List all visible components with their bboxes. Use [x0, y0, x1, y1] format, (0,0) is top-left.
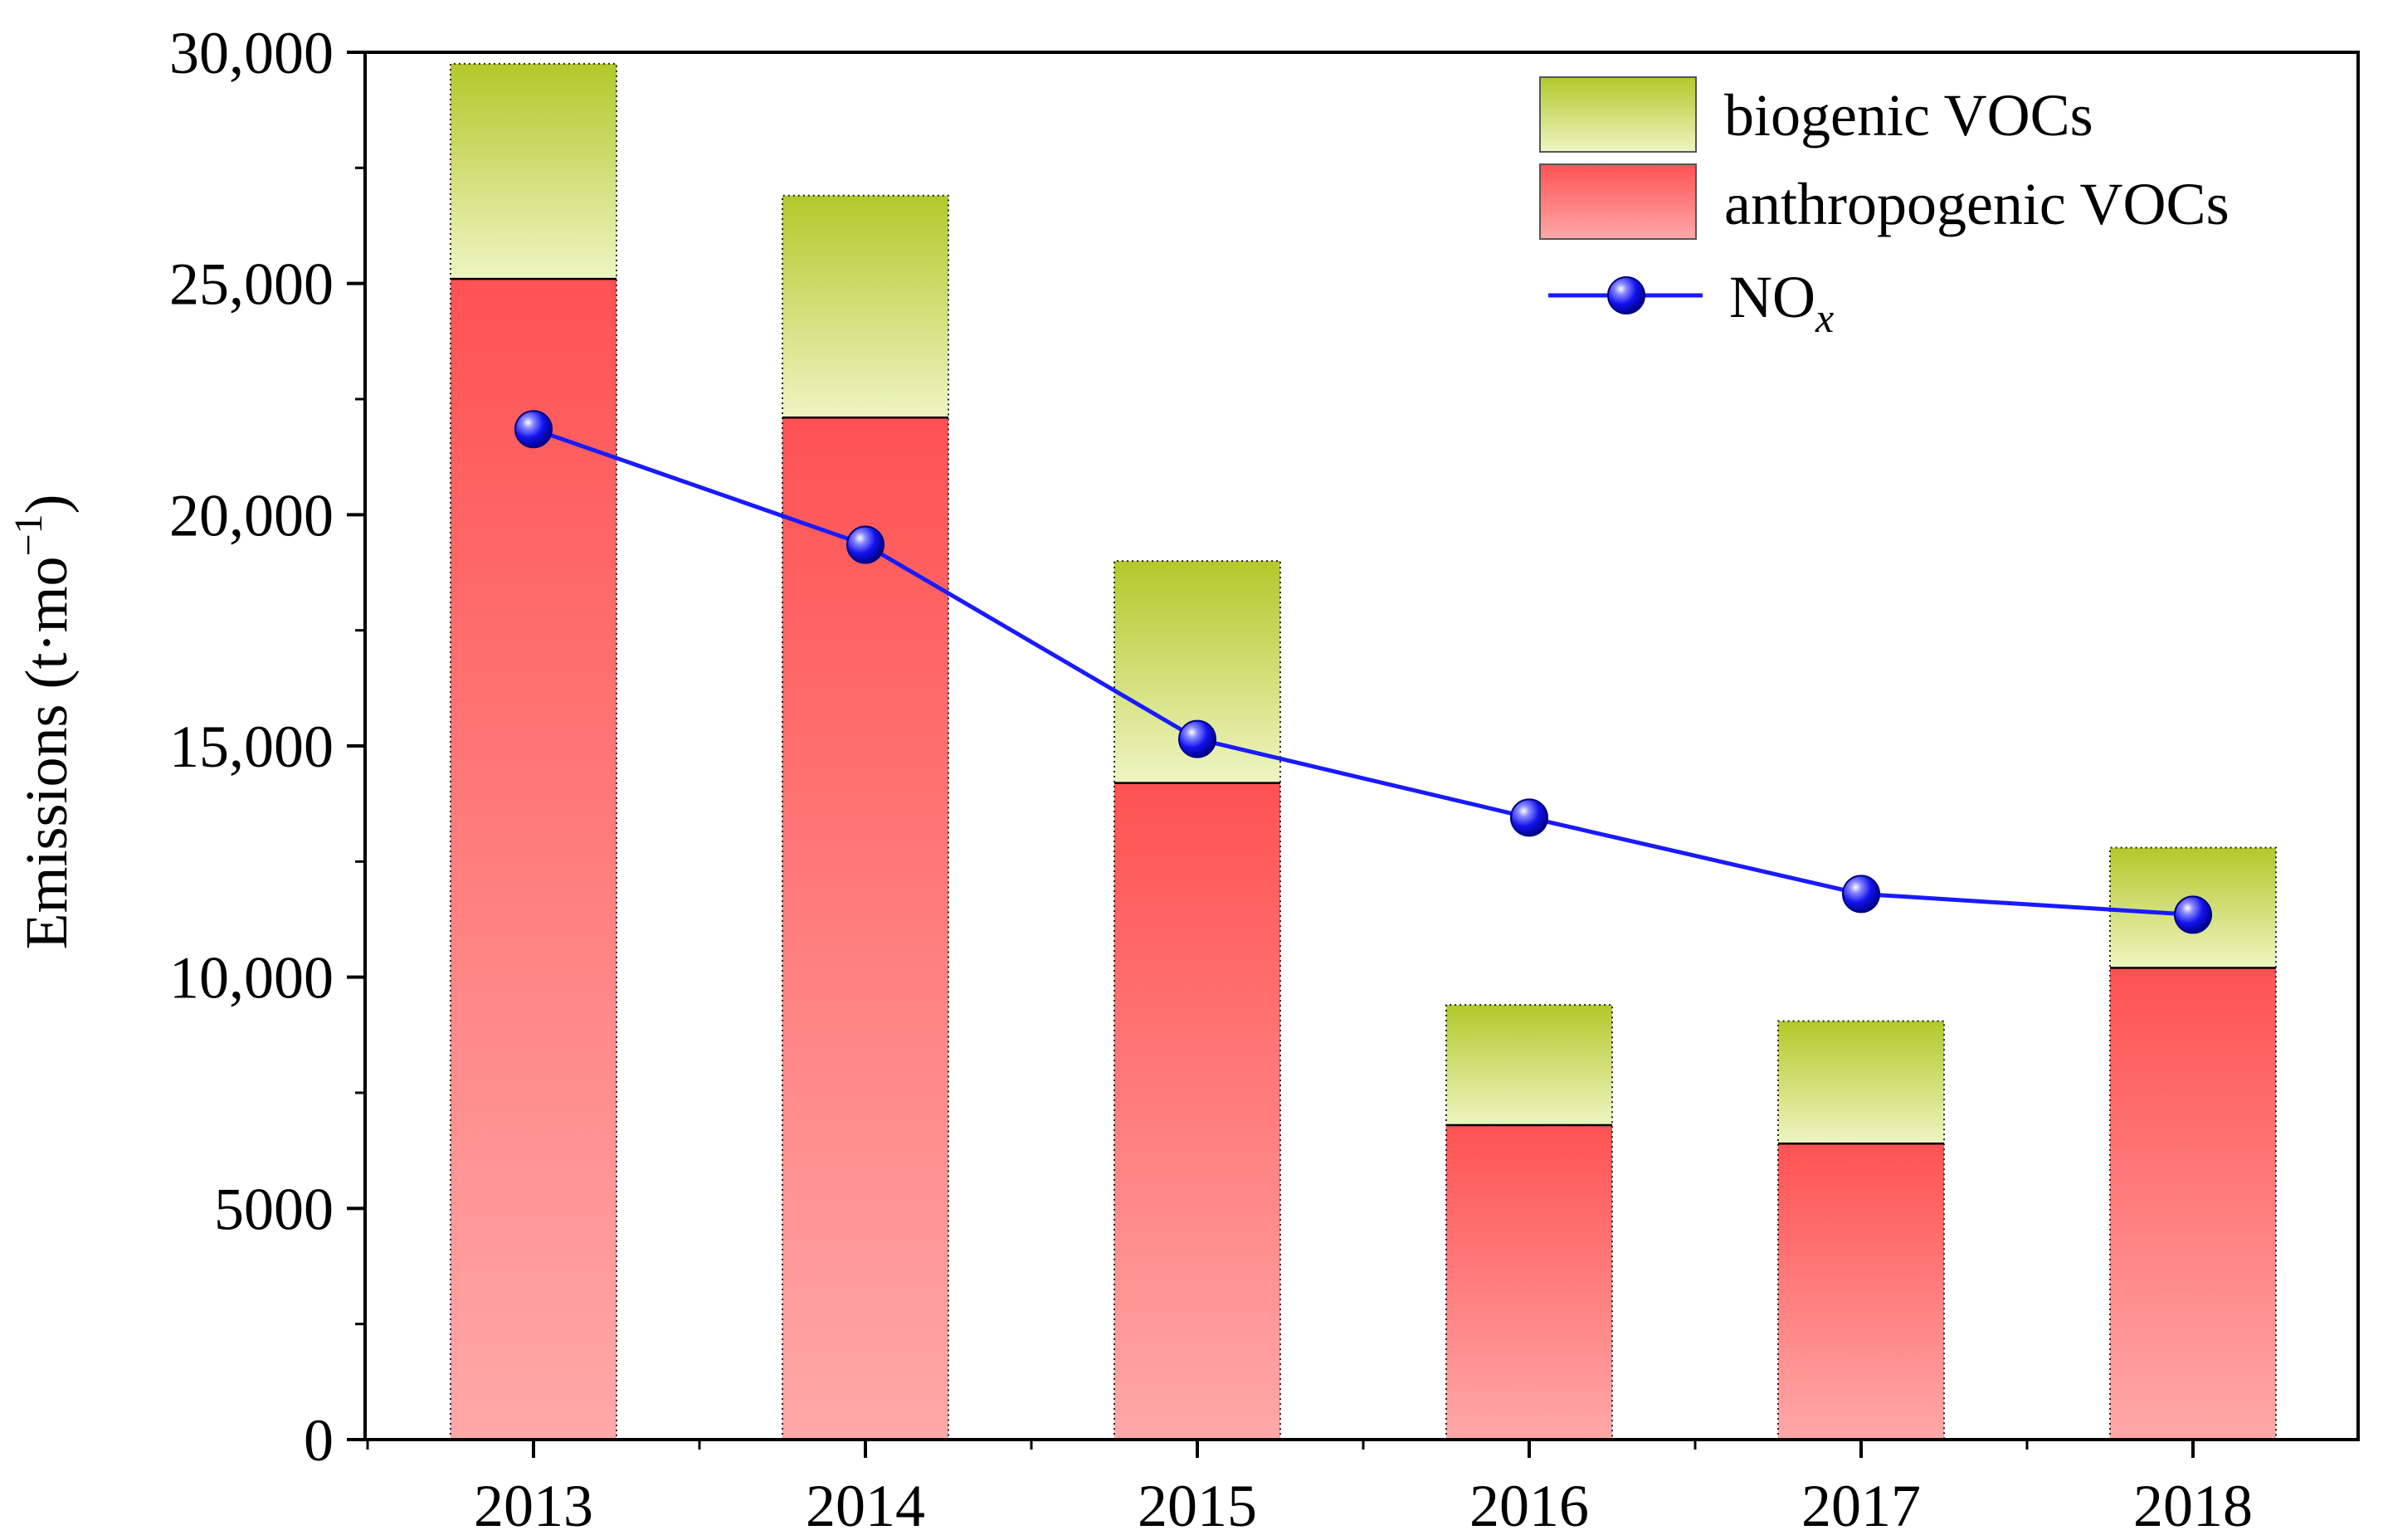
legend-label-biogenic: biogenic VOCs: [1724, 82, 2093, 149]
bar-anthropogenic-2014: [782, 417, 948, 1440]
y-tick-label-15000: 15,000: [169, 714, 334, 780]
bar-anthropogenic-2015: [1114, 782, 1280, 1440]
x-tick-label-2013: 2013: [474, 1473, 593, 1536]
bar-anthropogenic-2017: [1778, 1143, 1944, 1440]
bar-outline-2013: [450, 62, 617, 1440]
bar-anthropogenic-2016: [1446, 1125, 1612, 1440]
bars-layer: [450, 62, 2277, 1440]
bar-outline-2015: [1114, 560, 1281, 1440]
legend-swatch-anthropogenic: [1539, 163, 1697, 240]
nox-line-layer: [514, 410, 2212, 934]
y-tick-label-30000: 30,000: [169, 20, 334, 86]
nox-point-2016: [1510, 798, 1548, 837]
y-tick-label-5000: 5000: [214, 1176, 334, 1242]
bar-biogenic-2014: [782, 195, 948, 418]
y-tick-label-10000: 10,000: [169, 945, 334, 1011]
y-tick-label-25000: 25,000: [169, 251, 334, 318]
x-tick-label-2014: 2014: [806, 1473, 925, 1536]
bar-anthropogenic-2018: [2110, 967, 2276, 1440]
x-tick-label-2017: 2017: [1801, 1473, 1921, 1536]
legend-label-nox: NOx: [1729, 264, 1834, 341]
bar-anthropogenic-2013: [451, 279, 616, 1440]
bar-biogenic-2017: [1778, 1021, 1944, 1144]
legend: biogenic VOCs anthropogenic VOCs NOx: [1539, 76, 2229, 341]
nox-point-2015: [1178, 719, 1216, 758]
axes-layer: 0 5000 10,000 15,000 20,000 25,000 30,000 2013 2…: [169, 20, 2360, 1539]
legend-label-anthropogenic: anthropogenic VOCs: [1724, 171, 2229, 237]
nox-point-2017: [1842, 875, 1880, 914]
x-tick-label-2016: 2016: [1469, 1473, 1589, 1536]
plot-frame: [363, 51, 2360, 1441]
x-tick-label-2018: 2018: [2133, 1473, 2253, 1536]
bar-outline-2017: [1777, 1020, 1945, 1440]
y-tick-label-20000: 20,000: [169, 482, 334, 548]
y-tick-label-0: 0: [304, 1407, 334, 1474]
bar-biogenic-2013: [451, 63, 616, 280]
bar-outline-2016: [1445, 1004, 1613, 1440]
nox-point-2018: [2174, 895, 2212, 934]
bar-outline-2014: [782, 194, 949, 1440]
y-axis-title: Emissions (t·mo−1): [7, 494, 80, 949]
nox-point-2013: [514, 410, 553, 449]
bar-biogenic-2016: [1446, 1005, 1612, 1126]
nox-point-2014: [846, 525, 884, 564]
legend-marker-nox: [1607, 276, 1645, 314]
legend-swatch-biogenic: [1539, 76, 1697, 153]
x-tick-label-2015: 2015: [1138, 1473, 1257, 1536]
nox-line: [533, 426, 2194, 917]
